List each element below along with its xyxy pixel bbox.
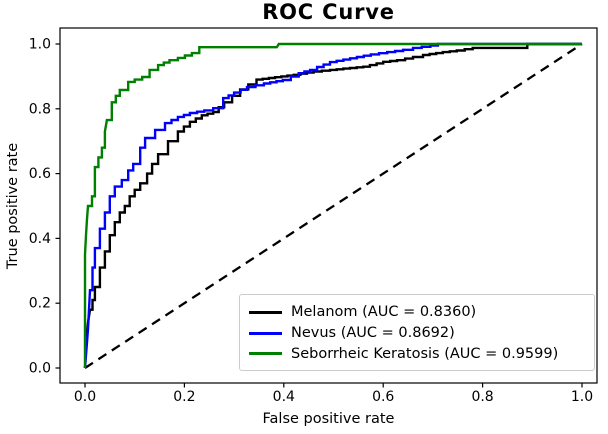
svg-text:0.2: 0.2 — [173, 389, 195, 405]
svg-text:0.0: 0.0 — [74, 389, 96, 405]
legend: Melanom (AUC = 0.8360) Nevus (AUC = 0.86… — [239, 294, 595, 371]
svg-text:1.0: 1.0 — [571, 389, 593, 405]
svg-text:0.2: 0.2 — [29, 296, 51, 312]
nevus-line-swatch — [249, 331, 282, 335]
legend-item-melanom: Melanom (AUC = 0.8360) — [249, 302, 586, 323]
svg-text:0.4: 0.4 — [29, 231, 51, 247]
svg-text:0.4: 0.4 — [273, 389, 295, 405]
melanom-line-swatch — [249, 310, 282, 314]
svg-text:0.6: 0.6 — [372, 389, 394, 405]
svg-text:1.0: 1.0 — [29, 37, 51, 53]
svg-text:0.8: 0.8 — [471, 389, 493, 405]
legend-label-seborrheic-keratosis: Seborrheic Keratosis (AUC = 0.9599) — [291, 345, 559, 362]
legend-item-nevus: Nevus (AUC = 0.8692) — [249, 323, 586, 344]
svg-text:0.6: 0.6 — [29, 166, 51, 182]
y-axis-label: True positive rate — [5, 142, 21, 270]
svg-text:0.8: 0.8 — [29, 101, 51, 117]
legend-label-nevus: Nevus (AUC = 0.8692) — [291, 325, 455, 341]
chart-title: ROC Curve — [262, 0, 395, 24]
svg-text:0.0: 0.0 — [29, 361, 51, 377]
legend-label-melanom: Melanom (AUC = 0.8360) — [291, 304, 477, 321]
legend-item-seborrheic-keratosis: Seborrheic Keratosis (AUC = 0.9599) — [249, 343, 586, 364]
seborrheic-keratosis-line-swatch — [249, 352, 282, 356]
x-axis-label: False positive rate — [262, 411, 395, 427]
